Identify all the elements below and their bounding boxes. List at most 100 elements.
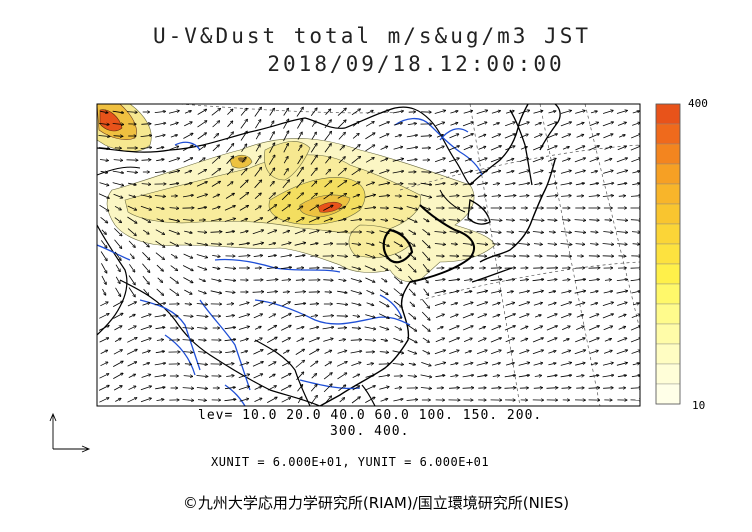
wind-arrow xyxy=(322,327,334,330)
wind-arrow xyxy=(448,388,459,389)
wind-arrow xyxy=(281,280,291,281)
wind-arrow xyxy=(141,375,151,378)
colorbar-swatch xyxy=(655,123,681,145)
wind-arrow xyxy=(196,182,207,187)
wind-arrow xyxy=(140,338,151,343)
wind-arrow xyxy=(127,216,136,223)
wind-arrow xyxy=(476,110,488,114)
wind-arrow xyxy=(142,303,150,306)
wind-arrow xyxy=(589,314,599,319)
wind-arrow xyxy=(255,133,260,140)
wind-arrow xyxy=(184,242,192,245)
wind-arrow xyxy=(224,399,236,400)
wind-arrow xyxy=(350,278,361,282)
wind-arrow xyxy=(532,338,543,343)
wind-arrow xyxy=(268,362,275,367)
wind-arrow xyxy=(114,228,121,235)
wind-arrow xyxy=(406,147,418,150)
wind-arrow xyxy=(352,122,359,127)
wind-arrow xyxy=(266,267,277,268)
wind-arrow xyxy=(378,183,390,186)
graticule xyxy=(179,104,640,406)
wind-arrow xyxy=(631,351,640,354)
wind-arrow xyxy=(127,228,136,236)
wind-arrow xyxy=(238,243,249,246)
wind-arrow xyxy=(631,134,640,139)
wind-arrow xyxy=(253,255,263,256)
wind-arrow xyxy=(352,374,360,378)
wind-arrow xyxy=(393,147,403,150)
wind-arrow xyxy=(602,363,613,366)
wind-arrow xyxy=(478,147,486,150)
wind-arrow xyxy=(618,315,625,318)
wind-arrow xyxy=(127,112,137,113)
wind-arrow xyxy=(560,244,572,245)
wind-arrow xyxy=(255,120,260,129)
wind-vectors xyxy=(98,108,640,405)
wind-arrow xyxy=(436,327,443,330)
wind-arrow xyxy=(534,134,542,138)
wind-arrow xyxy=(616,111,627,114)
wind-arrow xyxy=(576,123,583,126)
wind-arrow xyxy=(282,231,290,234)
wind-arrow xyxy=(238,327,249,330)
wind-arrow xyxy=(182,388,194,389)
wind-arrow xyxy=(225,292,234,293)
wind-arrow xyxy=(338,219,346,222)
wind-arrow xyxy=(324,351,332,354)
wind-arrow xyxy=(238,314,249,318)
wind-arrow xyxy=(239,206,248,211)
wind-arrow xyxy=(281,314,291,319)
wind-arrow xyxy=(435,279,445,280)
wind-arrow xyxy=(518,110,530,114)
wind-arrow xyxy=(407,337,417,343)
wind-arrow xyxy=(154,303,166,306)
wind-arrow xyxy=(560,232,571,233)
wind-arrow xyxy=(617,244,627,245)
wind-arrow xyxy=(114,338,121,342)
wind-arrow xyxy=(364,340,375,341)
wind-arrow xyxy=(393,276,402,284)
wind-arrow xyxy=(547,279,556,280)
wind-arrow xyxy=(295,255,304,258)
wind-arrow xyxy=(462,134,473,139)
wind-arrow xyxy=(394,313,401,318)
wind-arrow xyxy=(168,158,179,163)
wind-arrow xyxy=(380,159,388,162)
wind-arrow xyxy=(210,244,221,245)
wind-arrow xyxy=(435,314,444,318)
wind-arrow xyxy=(267,326,277,331)
wind-arrow xyxy=(532,279,544,280)
wind-arrow xyxy=(323,373,332,380)
wind-arrow xyxy=(168,111,179,114)
wind-arrow xyxy=(280,386,291,391)
copyright-credit: ©九州大学応用力学研究所(RIAM)/国立環境研究所(NIES) xyxy=(182,494,570,512)
wind-arrow xyxy=(155,387,165,390)
wind-arrow xyxy=(297,397,302,404)
wind-arrow xyxy=(141,124,150,125)
wind-arrow xyxy=(561,134,571,139)
wind-arrow xyxy=(393,241,402,247)
wind-arrow xyxy=(294,303,306,304)
wind-arrow xyxy=(101,229,106,234)
wind-arrow xyxy=(141,217,150,222)
wind-arrow xyxy=(449,326,459,331)
wind-arrow xyxy=(182,220,193,221)
wind-arrow xyxy=(379,253,388,259)
wind-arrow xyxy=(297,120,302,129)
wind-arrow xyxy=(197,266,207,269)
wind-arrow xyxy=(477,314,487,319)
wind-arrow xyxy=(450,244,457,245)
wind-arrow xyxy=(197,121,207,128)
wind-arrow xyxy=(128,287,135,297)
wind-arrow xyxy=(352,255,359,256)
wind-arrow xyxy=(378,313,389,319)
wind-arrow xyxy=(282,180,289,189)
wind-arrow xyxy=(603,134,612,139)
wind-arrow xyxy=(254,327,261,330)
wind-arrow xyxy=(491,171,501,174)
wind-arrow xyxy=(113,350,122,355)
wind-arrow xyxy=(325,170,331,175)
wind-arrow xyxy=(435,338,444,343)
wind-arrow xyxy=(184,230,192,233)
